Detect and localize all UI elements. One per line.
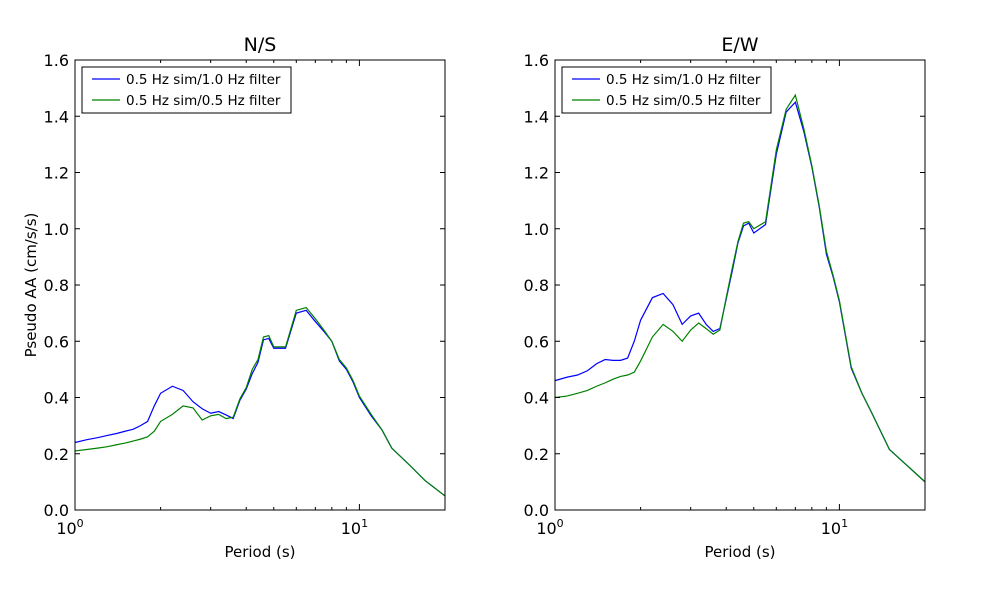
chart-panel-2: 0.0 0.2 0.4 0.6 0.8 1.0 1.2 1.4 1.6 100 101 E/W Peri… [524, 34, 926, 561]
legend-label: 0.5 Hz sim/1.0 Hz filter [126, 72, 281, 88]
legend: 0.5 Hz sim/1.0 Hz filter 0.5 Hz sim/0.5 H… [81, 66, 292, 114]
y-axis-label: Pseudo AA (cm/s/s) [22, 213, 40, 358]
x-axis-label: Period (s) [704, 543, 775, 561]
series-line-2 [74, 306, 446, 497]
chart-title: E/W [721, 34, 758, 56]
chart-panel-1: 0.0 0.2 0.4 0.6 0.8 1.0 1.2 1.4 1.6 100 101 N/S Peri… [22, 34, 446, 561]
series-line-2 [554, 93, 926, 483]
plot-area [75, 60, 445, 510]
y-tick-label: 1.6 [44, 51, 69, 70]
y-tick-label: 0.8 [44, 276, 69, 295]
y-tick-label: 1.4 [44, 107, 69, 126]
y-tick-label: 0.6 [524, 332, 549, 351]
y-tick-label: 0.4 [44, 389, 69, 408]
legend-label: 0.5 Hz sim/0.5 Hz filter [606, 93, 761, 109]
y-tick-label: 0.2 [524, 445, 549, 464]
y-tick-label: 1.4 [524, 107, 549, 126]
y-tick-label: 1.2 [524, 164, 549, 183]
x-tick-label: 101 [821, 517, 848, 538]
y-tick-label: 0.0 [524, 501, 549, 520]
legend-box [561, 66, 772, 114]
legend-label: 0.5 Hz sim/0.5 Hz filter [126, 93, 281, 109]
x-tick-label: 100 [56, 517, 83, 538]
x-tick-label: 101 [341, 517, 368, 538]
y-tick-label: 1.2 [44, 164, 69, 183]
x-tick-label: 100 [536, 517, 563, 538]
y-tick-label: 1.6 [524, 51, 549, 70]
legend-label: 0.5 Hz sim/1.0 Hz filter [606, 72, 761, 88]
legend-box [81, 66, 292, 114]
x-axis-label: Period (s) [224, 543, 295, 561]
plot-area [555, 60, 925, 510]
y-tick-label: 0.0 [44, 501, 69, 520]
y-tick-label: 0.4 [524, 389, 549, 408]
y-tick-label: 0.8 [524, 276, 549, 295]
y-tick-label: 0.6 [44, 332, 69, 351]
y-tick-label: 1.0 [524, 220, 549, 239]
legend: 0.5 Hz sim/1.0 Hz filter 0.5 Hz sim/0.5 H… [561, 66, 772, 114]
y-tick-label: 0.2 [44, 445, 69, 464]
y-tick-label: 1.0 [44, 220, 69, 239]
chart-title: N/S [244, 34, 277, 56]
